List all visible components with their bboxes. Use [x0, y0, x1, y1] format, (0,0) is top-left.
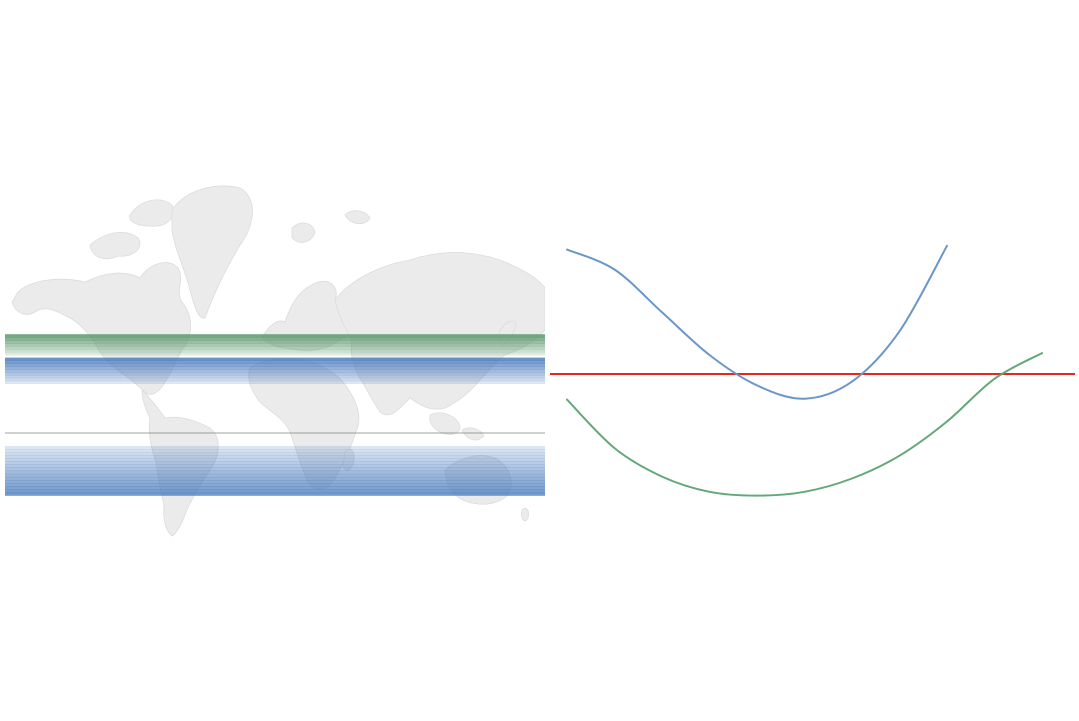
- band-blue-upper-strip: [5, 372, 545, 376]
- band-blue-upper-strip: [5, 363, 545, 367]
- asia-landmass: [334, 252, 545, 416]
- north-atlantic-islands: [291, 210, 371, 243]
- band-blue-upper-strip: [5, 360, 545, 364]
- band-blue-lower-strip: [5, 455, 545, 459]
- band-green-strip: [5, 343, 545, 347]
- band-blue-lower-strip: [5, 446, 545, 450]
- band-blue-lower-strip: [5, 452, 545, 456]
- band-blue-upper-strip: [5, 377, 545, 382]
- band-blue-lower-strip: [5, 458, 545, 462]
- band-blue-lower-strip: [5, 489, 545, 493]
- band-blue-lower-strip: [5, 470, 545, 475]
- arctic-islands: [89, 199, 174, 260]
- southeast-asia-islands: [429, 412, 485, 441]
- band-blue-lower-strip: [5, 461, 545, 465]
- band-blue-lower-strip: [5, 467, 545, 472]
- band-blue-upper-strip: [5, 357, 545, 361]
- series-lines: [566, 244, 1043, 497]
- new-zealand-landmass: [521, 508, 529, 522]
- band-blue-lower-strip: [5, 449, 545, 453]
- band-blue-lower-strip: [5, 479, 545, 484]
- band-green-strip: [5, 334, 545, 338]
- band-green-strip: [5, 349, 545, 353]
- line-chart-panel: [550, 244, 1075, 497]
- band-blue-lower-strip: [5, 492, 545, 496]
- south-america-landmass: [141, 389, 219, 537]
- band-blue-upper-strip: [5, 369, 545, 373]
- band-blue-lower-strip: [5, 473, 545, 478]
- madagascar-landmass: [342, 448, 355, 471]
- greenland-landmass: [171, 185, 253, 319]
- band-blue-lower-strip: [5, 486, 545, 490]
- band-green-strip: [5, 346, 545, 350]
- band-blue-upper-strip: [5, 366, 545, 370]
- band-green-strip: [5, 352, 545, 356]
- band-blue-upper-strip: [5, 380, 545, 384]
- band-blue-lower-strip: [5, 464, 545, 469]
- series-line-green: [566, 352, 1043, 497]
- series-line-blue: [566, 244, 948, 400]
- band-green-strip: [5, 340, 545, 344]
- band-blue-upper-strip: [5, 374, 545, 379]
- climate-bands: [5, 334, 545, 496]
- band-green-strip: [5, 337, 545, 341]
- band-blue-lower-strip: [5, 483, 545, 487]
- band-blue-lower-strip: [5, 476, 545, 481]
- world-map-panel: [5, 185, 545, 537]
